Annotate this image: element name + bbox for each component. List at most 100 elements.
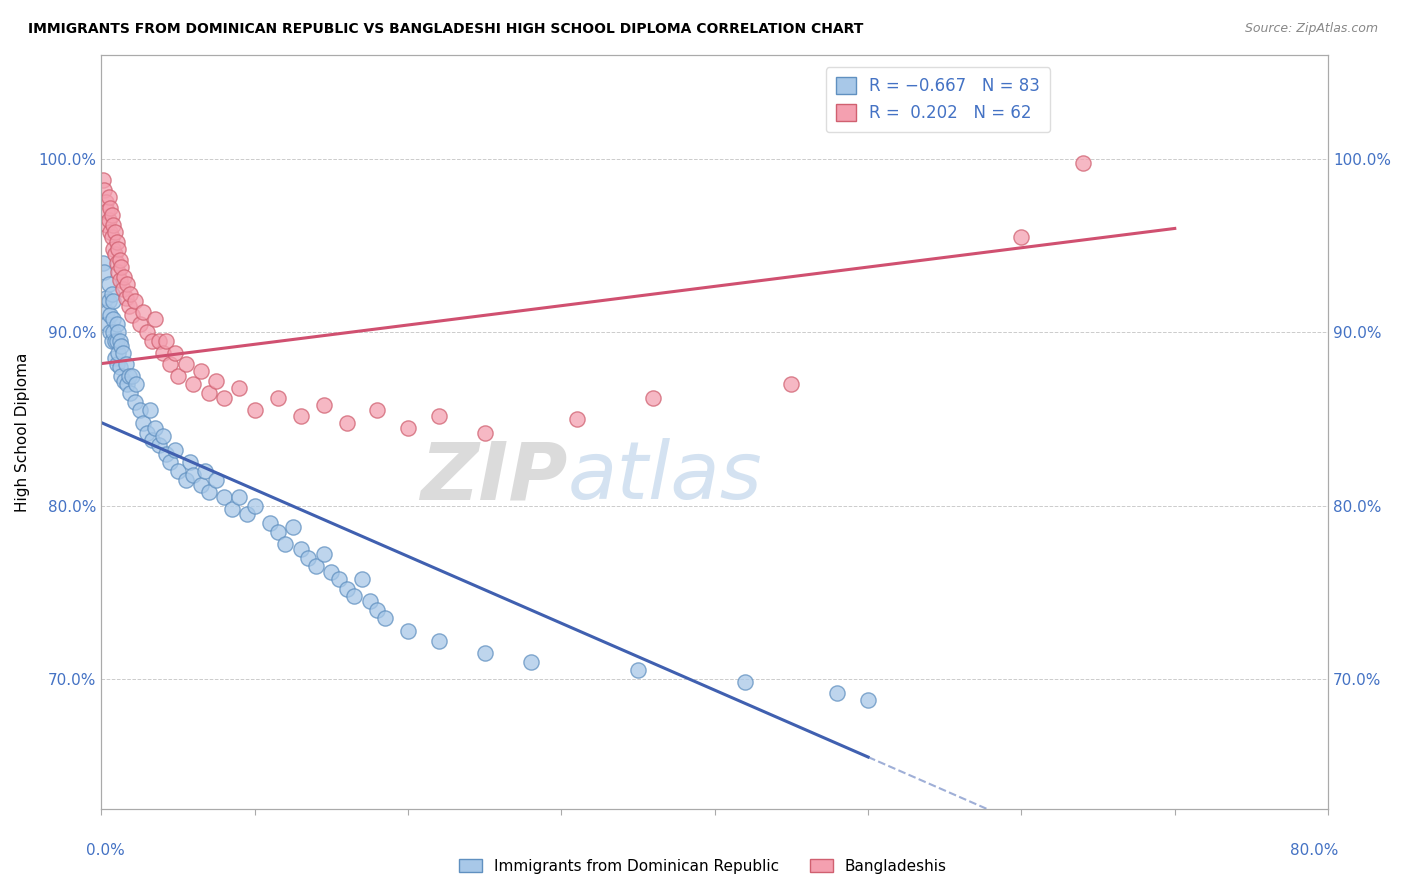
Point — [643, 392, 665, 406]
Point — [197, 484, 219, 499]
Point — [336, 582, 359, 596]
Point — [190, 478, 212, 492]
Point — [281, 519, 304, 533]
Point — [97, 294, 120, 309]
Point — [104, 247, 127, 261]
Point — [97, 212, 120, 227]
Point — [112, 374, 135, 388]
Point — [104, 351, 127, 366]
Point — [94, 195, 117, 210]
Point — [228, 381, 250, 395]
Text: 0.0%: 0.0% — [86, 843, 125, 858]
Point — [96, 204, 118, 219]
Point — [103, 326, 125, 340]
Point — [174, 357, 197, 371]
Point — [131, 304, 153, 318]
Point — [105, 317, 128, 331]
Point — [107, 265, 129, 279]
Point — [856, 693, 879, 707]
Point — [101, 208, 124, 222]
Point — [152, 346, 174, 360]
Point — [100, 201, 122, 215]
Point — [312, 547, 335, 561]
Point — [474, 646, 496, 660]
Point — [734, 675, 756, 690]
Text: IMMIGRANTS FROM DOMINICAN REPUBLIC VS BANGLADESHI HIGH SCHOOL DIPLOMA CORRELATIO: IMMIGRANTS FROM DOMINICAN REPUBLIC VS BA… — [28, 22, 863, 37]
Point — [105, 357, 128, 371]
Point — [266, 524, 288, 539]
Point — [163, 443, 186, 458]
Point — [93, 183, 115, 197]
Point — [139, 403, 162, 417]
Point — [197, 386, 219, 401]
Text: atlas: atlas — [568, 438, 762, 516]
Point — [103, 311, 125, 326]
Point — [103, 218, 125, 232]
Point — [101, 230, 124, 244]
Point — [236, 508, 259, 522]
Point — [359, 594, 381, 608]
Point — [155, 334, 177, 348]
Point — [104, 334, 127, 348]
Point — [290, 542, 312, 557]
Point — [110, 368, 132, 383]
Point — [100, 326, 122, 340]
Point — [212, 392, 235, 406]
Point — [259, 516, 281, 530]
Point — [205, 374, 228, 388]
Point — [94, 291, 117, 305]
Point — [312, 398, 335, 412]
Point — [366, 403, 388, 417]
Point — [136, 326, 159, 340]
Point — [120, 287, 142, 301]
Point — [159, 455, 181, 469]
Point — [350, 572, 373, 586]
Point — [96, 304, 118, 318]
Point — [103, 242, 125, 256]
Point — [179, 455, 201, 469]
Point — [321, 565, 343, 579]
Point — [155, 447, 177, 461]
Point — [343, 589, 366, 603]
Point — [114, 357, 136, 371]
Point — [174, 473, 197, 487]
Point — [427, 409, 450, 423]
Point — [163, 346, 186, 360]
Point — [96, 218, 118, 232]
Text: ZIP: ZIP — [420, 438, 568, 516]
Point — [105, 256, 128, 270]
Point — [159, 357, 181, 371]
Point — [91, 173, 114, 187]
Point — [243, 403, 266, 417]
Point — [221, 502, 243, 516]
Point — [101, 287, 124, 301]
Point — [91, 256, 114, 270]
Point — [190, 363, 212, 377]
Point — [101, 334, 124, 348]
Point — [167, 464, 190, 478]
Point — [427, 633, 450, 648]
Point — [228, 490, 250, 504]
Point — [107, 326, 129, 340]
Point — [141, 433, 163, 447]
Point — [205, 473, 228, 487]
Point — [565, 412, 588, 426]
Point — [107, 346, 129, 360]
Point — [118, 300, 141, 314]
Point — [97, 190, 120, 204]
Point — [366, 603, 388, 617]
Point — [124, 294, 146, 309]
Text: 80.0%: 80.0% — [1291, 843, 1339, 858]
Point — [117, 377, 139, 392]
Point — [148, 438, 170, 452]
Point — [1071, 155, 1094, 169]
Point — [274, 537, 297, 551]
Point — [141, 334, 163, 348]
Point — [396, 421, 419, 435]
Point — [143, 311, 166, 326]
Point — [780, 377, 803, 392]
Point — [117, 277, 139, 291]
Point — [100, 308, 122, 322]
Point — [181, 467, 204, 482]
Point — [290, 409, 312, 423]
